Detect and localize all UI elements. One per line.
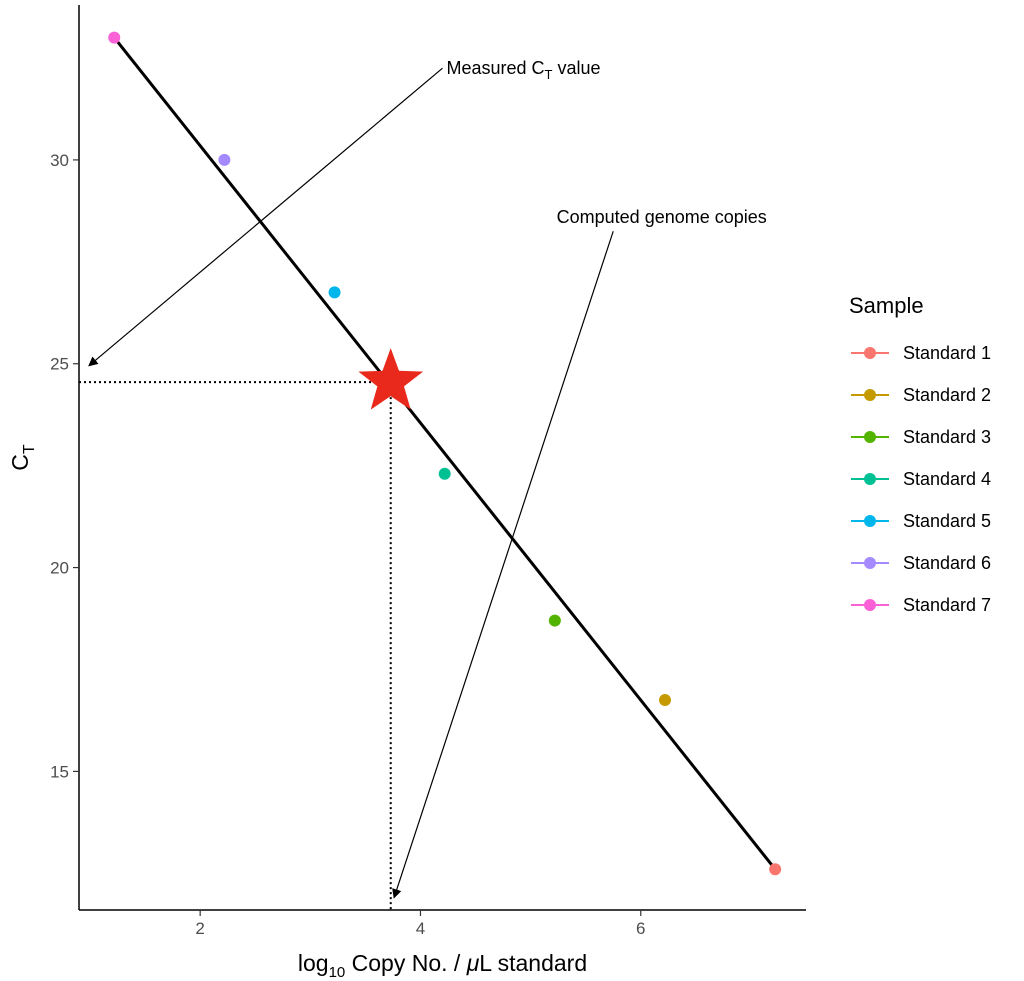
legend-key-point <box>864 515 876 527</box>
legend-label-standard-4: Standard 4 <box>903 469 991 489</box>
legend-label-standard-7: Standard 7 <box>903 595 991 615</box>
measured-label: Measured CT value <box>447 58 601 82</box>
data-point-standard-1 <box>769 863 782 876</box>
legend-label-standard-1: Standard 1 <box>903 343 991 363</box>
legend-label-standard-2: Standard 2 <box>903 385 991 405</box>
x-tick-label: 2 <box>195 919 204 938</box>
legend-key-standard-4 <box>851 473 889 485</box>
y-tick-label: 30 <box>50 151 69 170</box>
legend-key-point <box>864 557 876 569</box>
legend-key-point <box>864 347 876 359</box>
legend-key-standard-2 <box>851 389 889 401</box>
data-point-standard-6 <box>218 153 231 166</box>
legend-key-point <box>864 431 876 443</box>
x-tick-label: 4 <box>416 919 425 938</box>
data-point-standard-3 <box>548 614 561 627</box>
legend-key-standard-1 <box>851 347 889 359</box>
data-point-standard-5 <box>328 286 341 299</box>
legend-key-point <box>864 473 876 485</box>
regression-line <box>113 36 777 871</box>
legend: Sample Standard 1 Standard 2 Standard 3 Stan… <box>849 293 991 615</box>
y-axis-title: CT <box>7 444 38 471</box>
legend-key-standard-3 <box>851 431 889 443</box>
measured-arrow <box>88 67 443 367</box>
legend-key-standard-6 <box>851 557 889 569</box>
y-tick-label: 20 <box>50 559 69 578</box>
x-axis-title: log10 Copy No. / μL standard <box>298 950 587 981</box>
sample-star-marker <box>358 348 424 410</box>
x-tick-label: 6 <box>636 919 645 938</box>
legend-key-point <box>864 389 876 401</box>
computed-arrow <box>392 231 614 899</box>
axes: 2 4 6 15 20 25 30 log10 Copy No. / μL standard C… <box>7 5 806 981</box>
legend-key-standard-7 <box>851 599 889 611</box>
legend-key-point <box>864 599 876 611</box>
computed-label: Computed genome copies <box>557 207 767 227</box>
y-tick-label: 15 <box>50 762 69 781</box>
legend-title: Sample <box>849 293 924 318</box>
data-point-standard-7 <box>108 31 121 44</box>
data-point-standard-4 <box>438 467 451 480</box>
legend-key-standard-5 <box>851 515 889 527</box>
y-tick-label: 25 <box>50 355 69 374</box>
plot-panel: Measured CT value Computed genome copies <box>79 31 782 910</box>
legend-label-standard-3: Standard 3 <box>903 427 991 447</box>
legend-label-standard-5: Standard 5 <box>903 511 991 531</box>
data-point-standard-2 <box>659 694 672 707</box>
legend-label-standard-6: Standard 6 <box>903 553 991 573</box>
